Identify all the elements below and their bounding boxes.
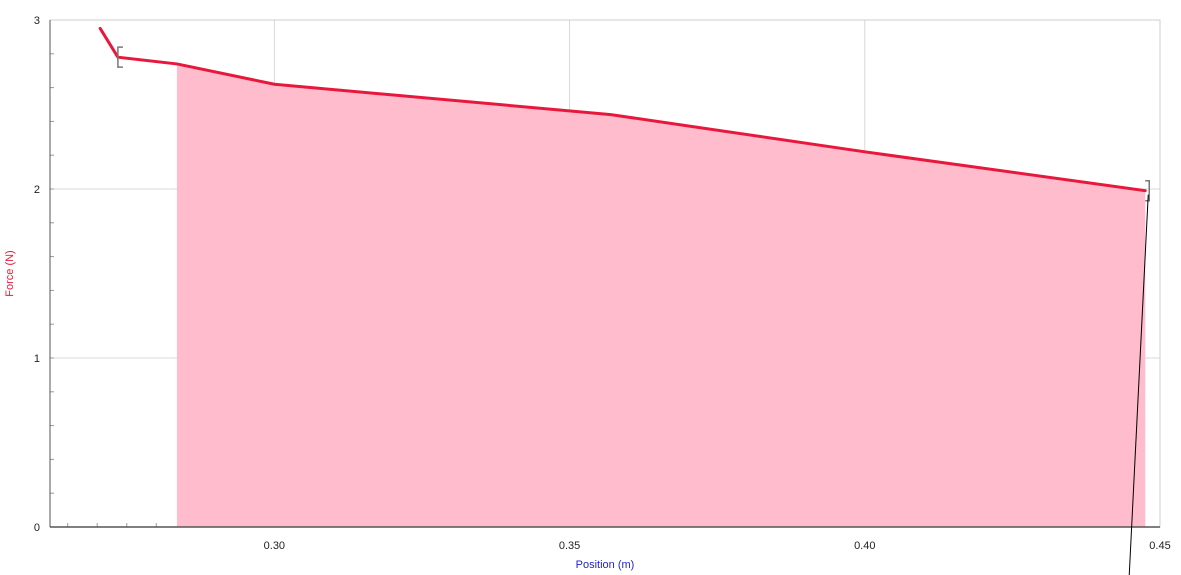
integral-shaded-area xyxy=(176,63,1146,527)
x-tick-label: 0.30 xyxy=(264,540,285,552)
right-bracket xyxy=(1145,179,1150,202)
x-tick-label: 0.35 xyxy=(559,540,580,552)
y-tick-label: 2 xyxy=(34,184,40,196)
annotation-line xyxy=(1128,194,1149,575)
axes xyxy=(49,19,1161,528)
y-axis-label: Force (N) xyxy=(4,250,16,296)
x-tick-label: 0.45 xyxy=(1149,540,1170,552)
x-tick-label: 0.40 xyxy=(854,540,875,552)
y-tick-label: 1 xyxy=(34,353,40,365)
x-axis-label: Position (m) xyxy=(576,559,635,571)
tick-labels: 0.30 0.35 0.40 0.45 0 1 2 3 xyxy=(34,15,1171,552)
y-tick-label: 3 xyxy=(34,15,40,27)
y-tick-label: 0 xyxy=(34,522,40,534)
left-bracket xyxy=(117,46,123,68)
selection-brackets xyxy=(117,46,1150,202)
